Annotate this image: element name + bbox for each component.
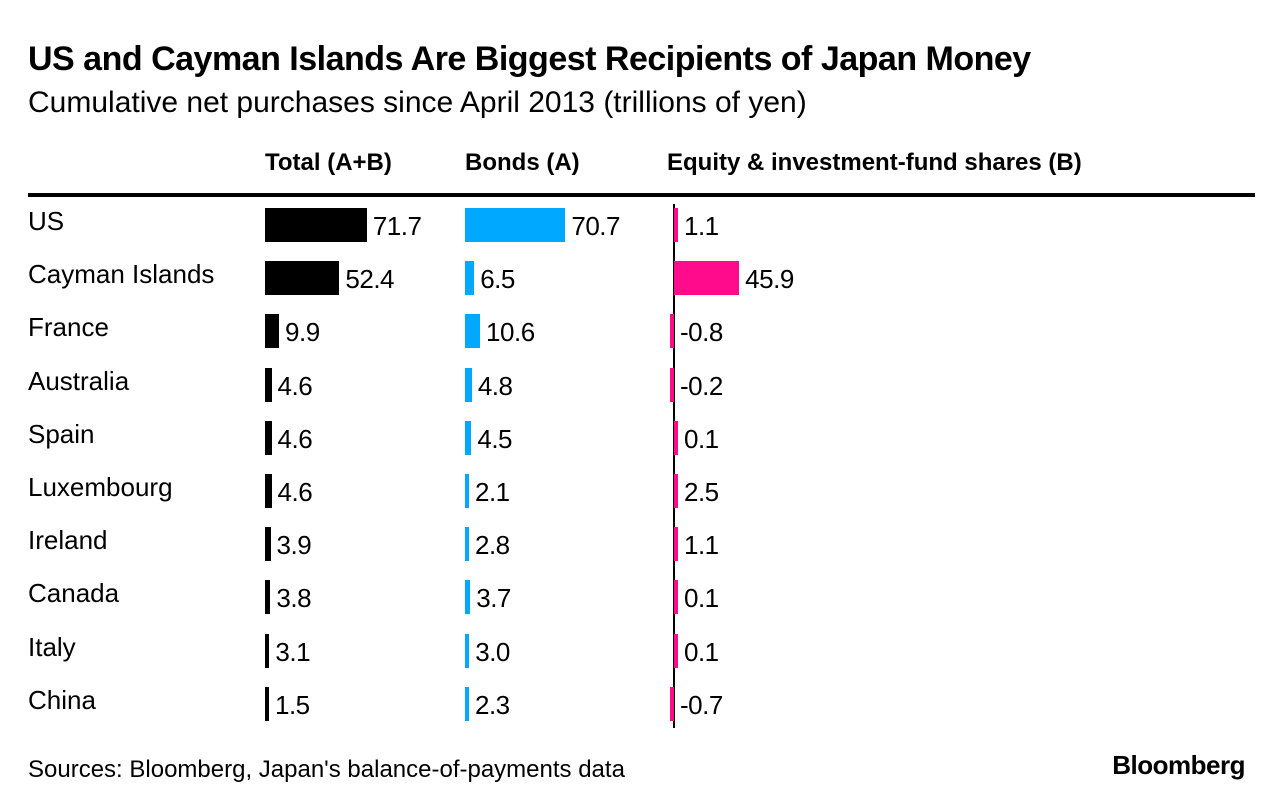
equity-bar-us <box>674 208 678 242</box>
column-header-bonds: Bonds (A) <box>465 149 580 176</box>
row-label-australia: Australia <box>28 365 130 396</box>
total-bar-spain <box>265 420 272 455</box>
bonds-bar-us <box>465 208 566 242</box>
bloomberg-logo: Bloomberg <box>1112 750 1245 780</box>
equity-value-us: 1.1 <box>684 211 719 241</box>
bonds-bar-france <box>465 314 481 349</box>
total-bar-cayman-islands <box>265 261 340 296</box>
equity-bar-italy <box>674 633 678 668</box>
equity-zero-axis <box>673 204 675 728</box>
row-label-italy: Italy <box>28 631 76 662</box>
equity-bar-france <box>670 314 674 349</box>
row-label-us: US <box>28 206 65 236</box>
equity-value-italy: 0.1 <box>684 636 719 667</box>
total-value-france: 9.9 <box>285 317 320 348</box>
equity-value-canada: 0.1 <box>684 583 719 614</box>
total-value-ireland: 3.9 <box>276 530 312 561</box>
equity-value-china: -0.7 <box>680 689 723 720</box>
total-value-cayman-islands: 52.4 <box>345 264 395 295</box>
total-bar-ireland <box>265 527 271 562</box>
equity-bar-cayman-islands <box>674 261 740 296</box>
equity-bar-australia <box>670 367 674 402</box>
total-value-china: 1.5 <box>275 689 310 720</box>
total-value-us: 71.7 <box>372 211 422 241</box>
equity-value-cayman-islands: 45.9 <box>745 264 794 295</box>
bonds-bar-ireland <box>465 527 469 562</box>
bonds-bar-cayman-islands <box>465 261 475 296</box>
equity-value-france: -0.8 <box>680 317 723 348</box>
bonds-bar-spain <box>465 420 472 455</box>
total-bar-italy <box>265 633 270 668</box>
total-bar-canada <box>265 580 271 615</box>
bonds-value-italy: 3.0 <box>475 636 510 667</box>
total-value-spain: 4.6 <box>277 423 313 454</box>
header-rule <box>28 193 1255 197</box>
bonds-value-canada: 3.7 <box>476 583 511 614</box>
equity-value-luxembourg: 2.5 <box>684 477 719 507</box>
equity-value-australia: -0.2 <box>680 370 723 401</box>
bonds-bar-canada <box>465 580 471 615</box>
total-bar-australia <box>265 367 272 402</box>
equity-value-ireland: 1.1 <box>684 530 719 561</box>
bonds-value-luxembourg: 2.1 <box>475 477 510 507</box>
total-bar-luxembourg <box>265 474 272 508</box>
equity-value-spain: 0.1 <box>684 423 719 454</box>
bonds-value-australia: 4.8 <box>477 370 513 401</box>
total-bar-china <box>265 686 269 721</box>
source-note: Sources: Bloomberg, Japan's balance-of-p… <box>28 756 625 783</box>
equity-bar-luxembourg <box>674 474 678 508</box>
total-value-canada: 3.8 <box>276 583 312 614</box>
row-label-cayman-islands: Cayman Islands <box>28 259 215 290</box>
chart-title: US and Cayman Islands Are Biggest Recipi… <box>28 40 1031 78</box>
column-header-total: Total (A+B) <box>265 149 392 176</box>
total-value-italy: 3.1 <box>275 636 311 667</box>
bonds-value-france: 10.6 <box>486 317 535 348</box>
row-label-france: France <box>28 312 109 343</box>
bonds-value-cayman-islands: 6.5 <box>480 264 515 295</box>
equity-bar-ireland <box>674 527 678 562</box>
bonds-value-china: 2.3 <box>475 689 510 720</box>
row-label-canada: Canada <box>28 578 120 609</box>
equity-bar-china <box>670 686 674 721</box>
total-value-luxembourg: 4.6 <box>277 477 313 507</box>
bonds-bar-luxembourg <box>465 474 469 508</box>
total-bar-france <box>265 314 280 349</box>
column-header-equity: Equity & investment-fund shares (B) <box>667 149 1082 176</box>
row-label-luxembourg: Luxembourg <box>28 472 173 502</box>
bonds-bar-italy <box>465 633 470 668</box>
bonds-value-ireland: 2.8 <box>475 530 510 561</box>
row-label-ireland: Ireland <box>28 525 108 556</box>
row-label-china: China <box>28 684 96 715</box>
equity-bar-canada <box>674 580 678 615</box>
bonds-value-us: 70.7 <box>571 211 620 241</box>
total-bar-us <box>265 208 367 242</box>
bonds-bar-australia <box>465 367 472 402</box>
row-label-spain: Spain <box>28 418 95 449</box>
bonds-bar-china <box>465 686 469 721</box>
chart-subtitle: Cumulative net purchases since April 201… <box>28 86 807 119</box>
equity-bar-spain <box>674 420 678 455</box>
total-value-australia: 4.6 <box>277 370 313 401</box>
bonds-value-spain: 4.5 <box>477 423 513 454</box>
